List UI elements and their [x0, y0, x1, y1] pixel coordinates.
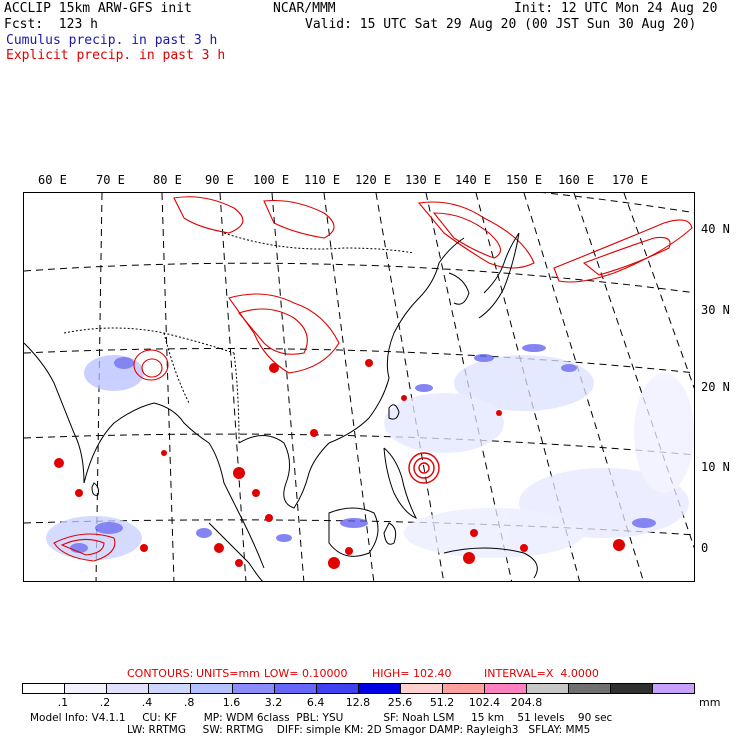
- coast-arabia-india: [24, 342, 265, 569]
- colorbar-tick-label: 3.2: [264, 696, 283, 709]
- coast-korea: [448, 272, 470, 305]
- colorbar-tick-label: .2: [99, 696, 111, 709]
- legend-explicit: Explicit precip. in past 3 h: [6, 48, 226, 63]
- lon-label: 170 E: [612, 173, 649, 187]
- lon-label: 110 E: [304, 173, 341, 187]
- coast-indochina: [238, 435, 330, 509]
- colorbar-unit: mm: [699, 696, 721, 709]
- lat-line-20: [24, 348, 694, 374]
- coast-philippines: [383, 447, 418, 519]
- contours-low: LOW= 0.10000: [264, 667, 348, 680]
- model-info-line2: LW: RRTMG SW: RRTMG DIFF: simple KM: 2D …: [127, 724, 591, 736]
- colorbar-segment: [359, 684, 401, 693]
- colorbar-tick-label: 102.4: [468, 696, 501, 709]
- lon-label: 100 E: [253, 173, 290, 187]
- colorbar-tick-label: 12.8: [345, 696, 371, 709]
- model-info-line1: Model Info: V4.1.1 CU: KF MP: WDM 6class…: [30, 712, 613, 724]
- lat-label: 40 N: [701, 222, 730, 236]
- coast-taiwan: [388, 404, 400, 420]
- colorbar-segment: [107, 684, 149, 693]
- precipitation-map: [23, 192, 695, 582]
- coast-sri-lanka: [91, 482, 99, 496]
- lon-line-90: [219, 193, 247, 581]
- coast-newguinea: [443, 547, 538, 579]
- colorbar-segment: [65, 684, 107, 693]
- lon-label: 120 E: [355, 173, 392, 187]
- colorbar-tick-label: 25.6: [387, 696, 413, 709]
- colorbar-tick-label: 1.6: [222, 696, 241, 709]
- lon-label: 130 E: [405, 173, 442, 187]
- legend-cumulus: Cumulus precip. in past 3 h: [6, 33, 218, 48]
- lon-label: 150 E: [506, 173, 543, 187]
- coastlines: [24, 232, 538, 581]
- contours-label: CONTOURS:: [127, 667, 194, 680]
- lon-line-100: [271, 193, 305, 581]
- colorbar-segment: [569, 684, 611, 693]
- colorbar-tick-label: 204.8: [510, 696, 543, 709]
- header-init-time: Init: 12 UTC Mon 24 Aug 20: [514, 1, 718, 16]
- contours-units: UNITS=mm: [196, 667, 260, 680]
- header-org: NCAR/MMM: [273, 1, 336, 16]
- lon-line-110: [323, 193, 375, 581]
- colorbar-segment: [233, 684, 275, 693]
- lon-label: 60 E: [38, 173, 67, 187]
- cumulus-precip-field: [46, 344, 694, 560]
- lat-label: 10 N: [701, 460, 730, 474]
- colorbar-segment: [23, 684, 65, 693]
- lat-label: 20 N: [701, 380, 730, 394]
- precip-colorbar: [22, 683, 695, 694]
- colorbar-segment: [149, 684, 191, 693]
- header-forecast-hour: Fcst: 123 h: [4, 17, 98, 32]
- lon-label: 140 E: [455, 173, 492, 187]
- lon-label: 90 E: [205, 173, 234, 187]
- lon-line-130: [425, 193, 513, 581]
- coast-sumatra: [208, 522, 263, 581]
- map-canvas: [24, 193, 694, 581]
- lat-line-40: [542, 193, 694, 214]
- lat-line-10: [24, 433, 694, 456]
- lon-label: 80 E: [153, 173, 182, 187]
- contours-interval: INTERVAL=X 4.0000: [484, 667, 599, 680]
- contours-high: HIGH= 102.40: [372, 667, 452, 680]
- colorbar-segment: [527, 684, 569, 693]
- colorbar-segment: [485, 684, 527, 693]
- lat-line-30: [24, 262, 694, 294]
- header-valid-time: Valid: 15 UTC Sat 29 Aug 20 (00 JST Sun …: [305, 17, 697, 32]
- explicit-precip-cores: [54, 359, 625, 569]
- colorbar-segment: [191, 684, 233, 693]
- coast-china: [328, 237, 465, 444]
- colorbar-tick-label: .8: [183, 696, 195, 709]
- colorbar-segment: [443, 684, 485, 693]
- coast-sulawesi: [383, 522, 397, 545]
- lon-line-80: [161, 193, 175, 581]
- colorbar-tick-label: .1: [57, 696, 69, 709]
- header-title: ACCLIP 15km ARW-GFS init: [4, 1, 192, 16]
- colorbar-segment: [275, 684, 317, 693]
- colorbar-segment: [317, 684, 359, 693]
- colorbar-segment: [653, 684, 694, 693]
- lat-label: 0: [701, 541, 709, 555]
- colorbar-tick-label: 6.4: [306, 696, 325, 709]
- colorbar-segment: [611, 684, 653, 693]
- lon-label: 70 E: [96, 173, 125, 187]
- colorbar-segment: [401, 684, 443, 693]
- lon-label: 160 E: [558, 173, 595, 187]
- explicit-precip-field: [53, 196, 693, 562]
- coast-borneo: [328, 507, 379, 557]
- colorbar-tick-label: 51.2: [429, 696, 455, 709]
- lon-line-170: [623, 193, 694, 389]
- colorbar-tick-label: .4: [141, 696, 153, 709]
- lat-label: 30 N: [701, 303, 730, 317]
- coast-japan: [478, 232, 520, 319]
- country-borders: [63, 232, 415, 444]
- typhoon-contours: [408, 452, 440, 484]
